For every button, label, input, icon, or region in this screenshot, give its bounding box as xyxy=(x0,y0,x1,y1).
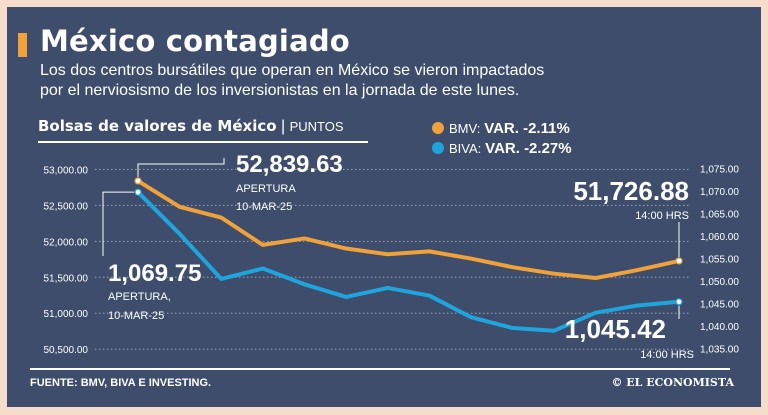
annotation-biva-close-value: 1,045.42 xyxy=(565,314,666,344)
annotation-bmv-open-date: 10-MAR-25 xyxy=(236,201,292,213)
chart-heading-unit: PUNTOS xyxy=(289,119,344,134)
data-point-bmv xyxy=(675,257,683,265)
title-accent-bar xyxy=(18,33,27,57)
annotation-bmv-open-value: 52,839.63 xyxy=(236,151,343,178)
series-line-bmv xyxy=(136,178,681,280)
annotation-leader xyxy=(102,191,134,256)
right-axis-tick-label: 1,070.00 xyxy=(700,187,739,198)
source-note: FUENTE: BMV, BIVA E INVESTING. xyxy=(30,377,212,389)
chart-legend: BMV: VAR. -2.11% BIVA: VAR. -2.27% xyxy=(432,118,572,158)
left-axis-tick-label: 51,500.00 xyxy=(44,273,89,284)
page-title: México contagiado xyxy=(40,24,350,58)
annotation-bmv-close-time: 14:00 HRS xyxy=(635,210,689,222)
infographic-card xyxy=(7,7,761,407)
legend-swatch-biva xyxy=(432,142,444,154)
chart-heading-underline xyxy=(38,141,368,143)
chart-heading: Bolsas de valores de México | PUNTOS xyxy=(38,117,344,136)
annotation-biva-open-label: APERTURA, xyxy=(108,291,171,303)
annotation-biva-open-value: 1,069.75 xyxy=(108,260,201,287)
annotation-leader xyxy=(137,158,225,177)
legend-variation: VAR. -2.11% xyxy=(484,120,570,137)
legend-item-biva: BIVA: VAR. -2.27% xyxy=(432,138,572,158)
annotation-biva-open-date: 10-MAR-25 xyxy=(108,310,164,322)
legend-swatch-bmv xyxy=(432,122,444,134)
left-axis-tick-label: 51,000.00 xyxy=(44,309,89,320)
legend-series-name: BIVA: xyxy=(449,141,482,156)
right-axis-tick-label: 1,055.00 xyxy=(700,255,739,266)
subtitle-line-2: por el nerviosismo de los inversionistas… xyxy=(40,82,520,99)
series-line-biva xyxy=(136,190,681,333)
legend-series-name: BMV: xyxy=(449,121,481,136)
right-axis-tick-label: 1,075.00 xyxy=(700,165,739,176)
subtitle-line-1: Los dos centros bursátiles que operan en… xyxy=(40,62,545,79)
left-axis-tick-label: 52,500.00 xyxy=(44,201,89,212)
right-axis-tick-label: 1,065.00 xyxy=(700,210,739,221)
chart-heading-title: Bolsas de valores de México xyxy=(38,117,277,135)
left-axis-tick-label: 50,500.00 xyxy=(44,345,89,356)
annotation-bmv-close-value: 51,726.88 xyxy=(573,176,689,206)
right-axis-tick-label: 1,045.00 xyxy=(700,300,739,311)
legend-item-bmv: BMV: VAR. -2.11% xyxy=(432,118,572,138)
annotation-biva-close-time: 14:00 HRS xyxy=(640,349,694,361)
subtitle: Los dos centros bursátiles que operan en… xyxy=(40,61,600,101)
left-axis-tick-label: 53,000.00 xyxy=(44,165,89,176)
brand-logo: © EL ECONOMISTA xyxy=(611,376,734,389)
footer-divider xyxy=(30,368,730,370)
data-point-biva xyxy=(675,298,683,306)
annotation-bmv-open-label: APERTURA xyxy=(236,183,296,195)
chart-heading-separator: | xyxy=(280,118,286,135)
right-axis-tick-label: 1,040.00 xyxy=(700,322,739,333)
data-point-bmv xyxy=(134,177,142,185)
right-axis-tick-label: 1,060.00 xyxy=(700,232,739,243)
right-axis-tick-label: 1,035.00 xyxy=(700,345,739,356)
right-axis-tick-label: 1,050.00 xyxy=(700,277,739,288)
left-axis-tick-label: 52,000.00 xyxy=(44,237,89,248)
data-point-biva xyxy=(134,188,142,196)
legend-variation: VAR. -2.27% xyxy=(485,140,572,157)
